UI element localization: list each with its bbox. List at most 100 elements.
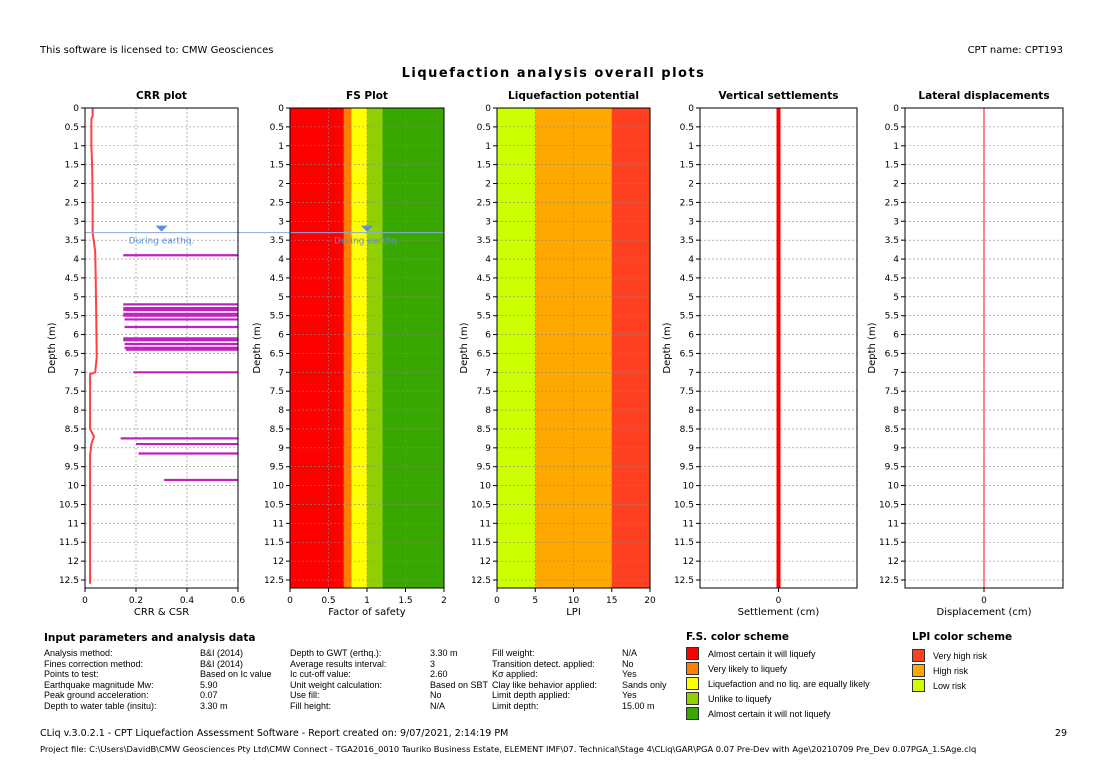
water-table-icon: [155, 225, 168, 232]
y-tick-label: 2.5: [270, 198, 284, 208]
y-tick-label: 1: [893, 142, 899, 152]
color-band: [382, 108, 444, 588]
y-tick-label: 5: [893, 293, 899, 303]
y-axis-label: Depth (m): [47, 322, 58, 373]
y-tick-label: 12: [683, 557, 694, 567]
y-tick-label: 5: [73, 293, 79, 303]
y-tick-label: 3: [73, 217, 79, 227]
plot-0: CRR plot00.511.522.533.544.555.566.577.5…: [47, 90, 290, 618]
y-tick-label: 2: [278, 180, 284, 190]
footer-info: CLiq v.3.0.2.1 - CPT Liquefaction Assess…: [40, 728, 509, 739]
y-tick-label: 10.5: [264, 500, 284, 510]
y-tick-label: 11: [888, 519, 899, 529]
legend-swatch: [686, 692, 699, 705]
plot-frame: [699, 107, 858, 589]
y-tick-label: 7.5: [680, 387, 694, 397]
y-tick-label: 8.5: [680, 425, 694, 435]
y-tick-label: 5.5: [885, 312, 899, 322]
color-band: [351, 108, 367, 588]
y-tick-label: 2.5: [680, 198, 694, 208]
y-tick-label: 9: [485, 444, 491, 454]
plot-4: Lateral displacements00.511.522.533.544.…: [867, 90, 1064, 618]
x-tick-label: 0.4: [180, 596, 195, 606]
y-tick-label: 9: [73, 444, 79, 454]
param-label: Points to test:: [44, 669, 99, 680]
license-text: This software is licensed to: CMW Geosci…: [40, 45, 274, 56]
y-tick-label: 11.5: [674, 538, 694, 548]
param-value: Yes: [622, 669, 637, 680]
param-value: 3: [430, 658, 436, 669]
param-label: Limit depth applied:: [492, 690, 571, 701]
y-tick-label: 0.5: [477, 123, 491, 133]
y-tick-label: 9: [893, 444, 899, 454]
y-tick-label: 4: [278, 255, 284, 265]
param-label: Kσ applied:: [492, 669, 538, 680]
y-tick-label: 0.5: [65, 123, 79, 133]
param-value: No: [622, 658, 634, 669]
x-tick-label: 0.5: [321, 596, 335, 606]
y-tick-label: 5: [485, 293, 491, 303]
y-tick-label: 9.5: [477, 463, 491, 473]
y-tick-label: 3.5: [680, 236, 694, 246]
plot-3: Vertical settlements00.511.522.533.544.5…: [662, 90, 858, 618]
y-tick-label: 8.5: [65, 425, 79, 435]
cpt-name: CPT name: CPT193: [967, 45, 1063, 56]
param-label: Average results interval:: [290, 658, 387, 669]
legend-label: Unlike to liquefy: [708, 694, 772, 704]
legend-label: High risk: [933, 666, 969, 676]
y-tick-label: 3.5: [65, 236, 79, 246]
param-value: Yes: [622, 690, 637, 701]
y-tick-label: 5.5: [477, 312, 491, 322]
y-tick-label: 2.5: [885, 198, 899, 208]
y-tick-label: 12.5: [471, 576, 491, 586]
y-tick-label: 9: [688, 444, 694, 454]
y-tick-label: 3: [688, 217, 694, 227]
y-tick-label: 2: [688, 180, 694, 190]
param-label: Fill height:: [290, 701, 332, 711]
y-tick-label: 10: [888, 482, 900, 492]
x-tick-label: 0: [981, 596, 987, 606]
param-label: Ic cut-off value:: [290, 669, 351, 680]
y-tick-label: 10.5: [59, 500, 79, 510]
csr-line: [89, 108, 98, 584]
param-value: 3.30 m: [200, 701, 228, 711]
x-tick-label: 0: [287, 596, 293, 606]
param-label: Use fill:: [290, 690, 320, 701]
y-tick-label: 7.5: [477, 387, 491, 397]
legend-swatch: [686, 662, 699, 675]
x-tick-label: 0: [494, 596, 500, 606]
y-tick-label: 1.5: [680, 161, 694, 171]
water-table-label: During earthq.: [129, 237, 195, 247]
legend-swatch: [912, 649, 925, 662]
y-tick-label: 12.5: [264, 576, 284, 586]
y-tick-label: 4: [485, 255, 491, 265]
y-tick-label: 4: [688, 255, 694, 265]
x-tick-label: 20: [644, 596, 656, 606]
y-axis-label: Depth (m): [662, 322, 673, 373]
y-tick-label: 3.5: [885, 236, 899, 246]
y-tick-label: 11.5: [59, 538, 79, 548]
y-tick-label: 1: [278, 142, 284, 152]
y-tick-label: 6.5: [65, 349, 79, 359]
param-value: N/A: [622, 648, 638, 658]
y-tick-label: 9.5: [885, 463, 899, 473]
y-tick-label: 6: [485, 331, 491, 341]
y-tick-label: 0.5: [270, 123, 284, 133]
y-tick-label: 2: [485, 180, 491, 190]
y-tick-label: 1.5: [65, 161, 79, 171]
param-label: Transition detect. applied:: [492, 658, 595, 669]
plot-title: CRR plot: [136, 90, 187, 102]
y-tick-label: 1: [485, 142, 491, 152]
y-tick-label: 8.5: [477, 425, 491, 435]
x-tick-label: 15: [606, 596, 617, 606]
param-label: Earthquake magnitude Mw:: [44, 679, 154, 690]
param-label: Limit depth:: [492, 701, 539, 711]
y-tick-label: 8: [278, 406, 284, 416]
legend-label: Very high risk: [933, 651, 988, 661]
y-tick-label: 12: [480, 557, 491, 567]
y-tick-label: 3: [893, 217, 899, 227]
project-file: Project file: C:\Users\DavidB\CMW Geosci…: [40, 744, 977, 754]
legend-swatch: [912, 679, 925, 692]
y-tick-label: 6: [73, 331, 79, 341]
y-tick-label: 11.5: [264, 538, 284, 548]
